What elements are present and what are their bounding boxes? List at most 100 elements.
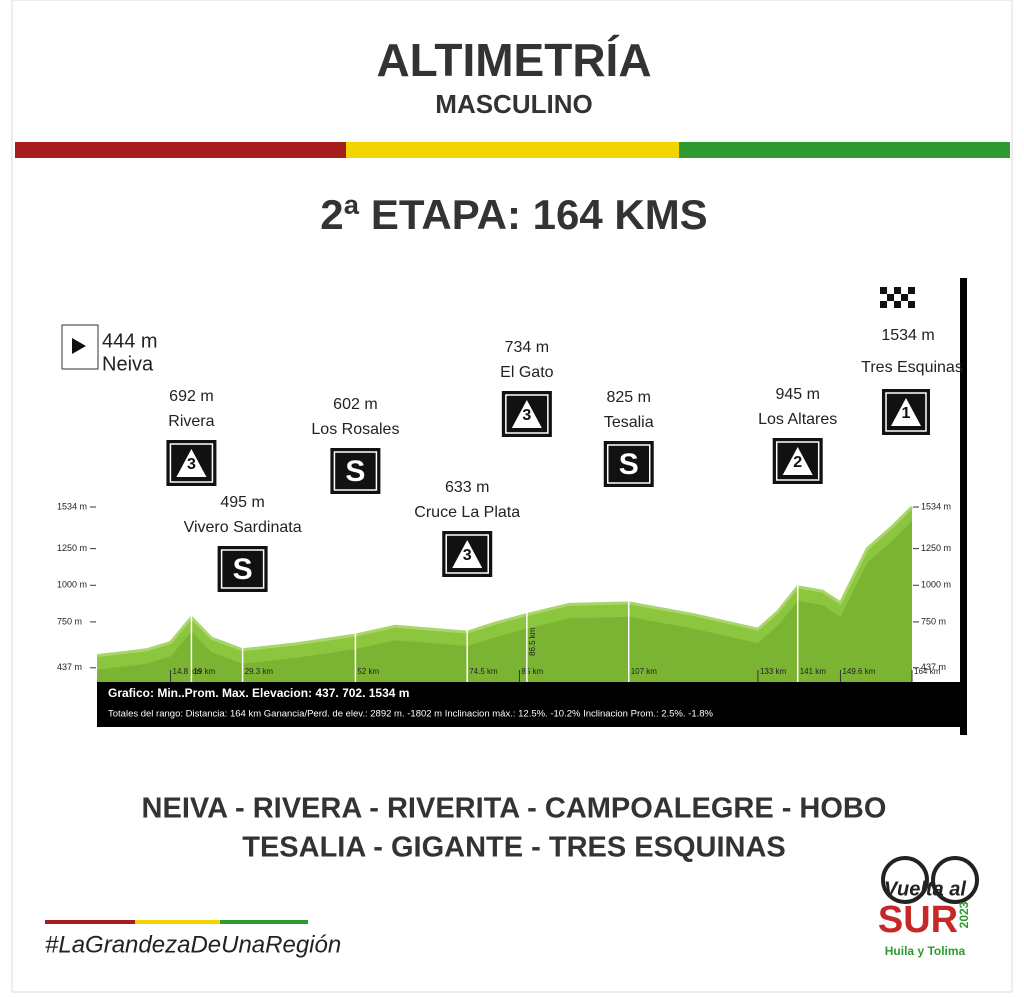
y-tick-label: 1000 m [57,580,87,590]
logo-wheel [881,856,929,904]
category-icon-inner [333,451,378,491]
waypoint-name: Los Altares [758,411,837,428]
finish-flag [887,287,894,294]
logo-year: 2023 [957,901,971,928]
finish-flag [880,294,887,301]
category-icon-inner [505,394,549,434]
category-triangle [782,447,813,475]
category-icon-inner [220,549,265,589]
profile-chart: Grafico: Min..Prom. Max. Elevacion: 437.… [57,287,965,727]
stripe [220,920,308,924]
y-tick-label: 1534 m [57,501,87,511]
category-label: S [345,455,365,488]
x-tick-label: 149.6 km [842,667,875,676]
subtitle: MASCULINO [435,89,592,119]
finish-flag [901,294,908,301]
stats-bar [97,682,965,727]
finish-flag [908,301,915,308]
finish-name: Tres Esquinas [861,359,963,376]
waypoint-elevation: 495 m [220,494,264,511]
waypoint-elevation: 633 m [445,479,489,496]
waypoint-name: Rivera [168,413,214,430]
category-icon-inner [445,534,489,574]
waypoint-elevation: 945 m [775,386,819,403]
logo-line2: SUR [878,899,958,941]
waypoint-elevation: 602 m [333,396,377,413]
x-tick-label: 52 km [357,667,379,676]
waypoint-elevation: 825 m [607,389,651,406]
logo-line1: Vuelta al [884,878,966,900]
category-triangle [891,398,921,426]
category-label: S [619,448,639,481]
finish-flag [901,301,908,308]
frame [11,0,1013,993]
stage: 2ª ETAPA: 164 KMS [320,191,707,238]
finish-elevation: 1534 m [881,327,934,344]
waypoint-name: Los Rosales [311,421,399,438]
waypoint-name: Vivero Sardinata [184,519,302,536]
category-icon-inner [775,441,820,481]
x-tick-label: 14.8 km [173,667,202,676]
category-label: 1 [902,405,911,422]
category-label: 3 [522,407,531,424]
waypoint-name: Cruce La Plata [414,504,520,521]
waypoint-name: El Gato [500,364,553,381]
finish-flag [894,294,901,301]
finish-flag [901,287,908,294]
finish-flag [880,301,887,308]
category-label: 2 [793,454,802,471]
start-name: Neiva [102,353,154,375]
category-label: S [233,553,253,586]
x-tick-label: 29.3 km [245,667,274,676]
category-label: 3 [187,456,196,473]
x-tick-label: 164 km [914,667,941,676]
category-icon [217,546,268,592]
stats: Grafico: Min..Prom. Max. Elevacion: 437.… [108,686,409,700]
hashtag: #LaGrandezaDeUnaRegión [45,931,341,958]
title: ALTIMETRÍA [376,34,651,86]
category-icon [603,441,654,487]
y-tick-label: 750 m [57,616,82,626]
y-tick-label: 437 m [921,662,946,672]
finish-flag [880,287,887,294]
category-label: 3 [463,547,472,564]
x-tick-label: 86.5 km [528,627,537,656]
category-triangle [452,540,483,568]
area-inner [97,521,912,696]
y-tick-label: 1534 m [921,501,951,511]
finish-flag [894,287,901,294]
category-triangle [511,400,542,428]
start-arrow [72,338,86,354]
y-tick-label: 1250 m [921,543,951,553]
totals: Totales del rango: Distancia: 164 km Gan… [108,709,714,720]
logo-region: Huila y Tolima [885,944,966,958]
category-icon-inner [885,392,927,432]
y-tick-label: 1000 m [921,580,951,590]
waypoint-elevation: 692 m [169,388,213,405]
category-icon-inner [169,443,214,483]
category-triangle [176,449,207,477]
x-tick-label: 19 km [193,667,215,676]
stripe-red [15,142,346,158]
start-elevation: 444 m [102,330,158,352]
x-tick-label: 107 km [631,667,658,676]
waypoint-name: Tesalia [604,414,654,431]
finish-flag [887,294,894,301]
y-tick-label: 437 m [57,662,82,672]
x-tick-label: 85 km [521,667,543,676]
stripe-green [679,142,1010,158]
route-line: NEIVA - RIVERA - RIVERITA - CAMPOALEGRE … [142,793,887,825]
y-tick-label: 750 m [921,616,946,626]
category-icon [330,448,381,494]
x-tick-label: 141 km [800,667,827,676]
stripe [45,920,135,924]
finish-flag [887,301,894,308]
route-line: TESALIA - GIGANTE - TRES ESQUINAS [242,832,786,864]
stripe-yellow [346,142,679,158]
finish-flag [908,294,915,301]
finish-flag [894,301,901,308]
waypoint-elevation: 734 m [505,339,549,356]
stripe [135,920,220,924]
finish-flag [908,287,915,294]
